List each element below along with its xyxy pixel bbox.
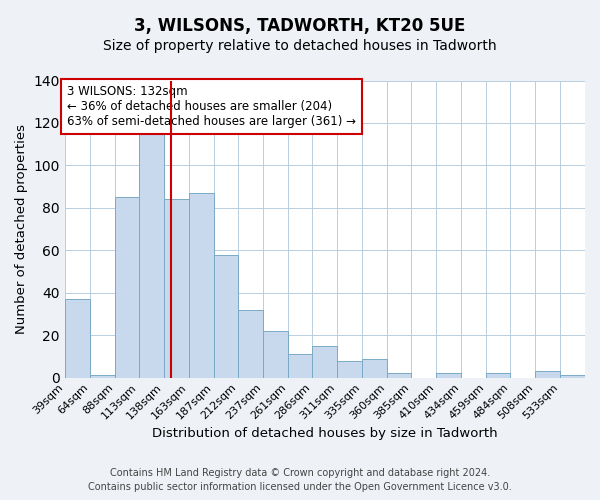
- Bar: [312, 346, 337, 378]
- Bar: [362, 358, 387, 378]
- Bar: [214, 254, 238, 378]
- Bar: [189, 193, 214, 378]
- Bar: [139, 127, 164, 378]
- Text: 3 WILSONS: 132sqm
← 36% of detached houses are smaller (204)
63% of semi-detache: 3 WILSONS: 132sqm ← 36% of detached hous…: [67, 85, 356, 128]
- Bar: [65, 299, 90, 378]
- Bar: [436, 374, 461, 378]
- Bar: [560, 376, 585, 378]
- Bar: [387, 374, 411, 378]
- Text: 3, WILSONS, TADWORTH, KT20 5UE: 3, WILSONS, TADWORTH, KT20 5UE: [134, 18, 466, 36]
- Bar: [164, 200, 189, 378]
- Bar: [337, 360, 362, 378]
- Bar: [486, 374, 510, 378]
- Bar: [535, 371, 560, 378]
- Bar: [115, 197, 139, 378]
- X-axis label: Distribution of detached houses by size in Tadworth: Distribution of detached houses by size …: [152, 427, 498, 440]
- Text: Contains HM Land Registry data © Crown copyright and database right 2024.: Contains HM Land Registry data © Crown c…: [110, 468, 490, 477]
- Bar: [90, 376, 115, 378]
- Bar: [263, 331, 288, 378]
- Bar: [238, 310, 263, 378]
- Text: Size of property relative to detached houses in Tadworth: Size of property relative to detached ho…: [103, 39, 497, 53]
- Bar: [288, 354, 312, 378]
- Y-axis label: Number of detached properties: Number of detached properties: [15, 124, 28, 334]
- Text: Contains public sector information licensed under the Open Government Licence v3: Contains public sector information licen…: [88, 482, 512, 492]
